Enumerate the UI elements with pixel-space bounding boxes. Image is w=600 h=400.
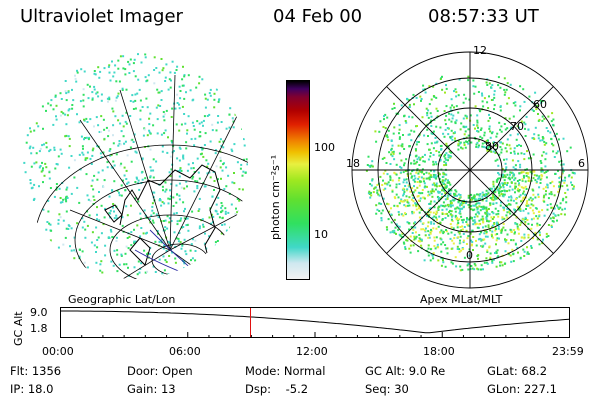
mlt-label-12: 12	[473, 44, 487, 57]
mlt-label-0: 0	[466, 249, 473, 262]
mlat-label-80: 80	[485, 140, 499, 153]
door-status: Door: Open	[127, 364, 193, 378]
orbit-altitude-timeline	[60, 307, 570, 338]
timeline-axis-title: GC Alt	[12, 311, 25, 346]
time-tick-0000: 00:00	[42, 345, 74, 358]
colorbar-unit-label: photon cm⁻²s⁻¹	[269, 154, 282, 240]
mlt-label-18: 18	[346, 157, 360, 170]
gain-value: Gain: 13	[127, 382, 176, 396]
gc-altitude: GC Alt: 9.0 Re	[365, 364, 446, 378]
colorbar-tick-100: 100	[314, 141, 335, 154]
mlat-label-60: 60	[533, 98, 547, 111]
timeline-axis-bottom: 1.8	[30, 322, 48, 335]
mode-status: Mode: Normal	[245, 364, 326, 378]
geo-caption: Geographic Lat/Lon	[68, 293, 176, 306]
photon-flux-colorbar	[286, 80, 310, 280]
polar-emission-speckle	[365, 75, 576, 272]
mlat-label-70: 70	[510, 120, 524, 133]
time-tick-1200: 12:00	[296, 345, 328, 358]
altitude-curve	[60, 310, 570, 334]
mlt-line-diag2	[386, 86, 554, 254]
geographic-image	[23, 53, 248, 279]
geo-latitude: GLat: 68.2	[487, 364, 548, 378]
timeline-ticks	[60, 332, 570, 338]
time-tick-2359: 23:59	[552, 345, 584, 358]
polar-caption: Apex MLat/MLT	[420, 293, 503, 306]
sequence-number: Seq: 30	[365, 382, 409, 396]
geo-longitude: GLon: 227.1	[487, 382, 557, 396]
timeline-axis-top: 9.0	[30, 306, 48, 319]
ip-value: IP: 18.0	[10, 382, 54, 396]
imager-title: Ultraviolet Imager	[20, 6, 183, 27]
polar-mlat-mlt-plot	[351, 51, 589, 289]
image-date: 04 Feb 00	[273, 6, 363, 27]
colorbar-tick-10: 10	[314, 228, 328, 241]
dsp-value: Dsp: -5.2	[245, 382, 309, 396]
time-tick-1800: 18:00	[423, 345, 455, 358]
image-time: 08:57:33 UT	[428, 6, 539, 27]
mlt-label-6: 6	[578, 157, 585, 170]
coastline-outline	[104, 164, 221, 279]
geo-magnetic-lines	[134, 229, 221, 279]
flight-number: Flt: 1356	[10, 364, 62, 378]
time-tick-0600: 06:00	[169, 345, 201, 358]
